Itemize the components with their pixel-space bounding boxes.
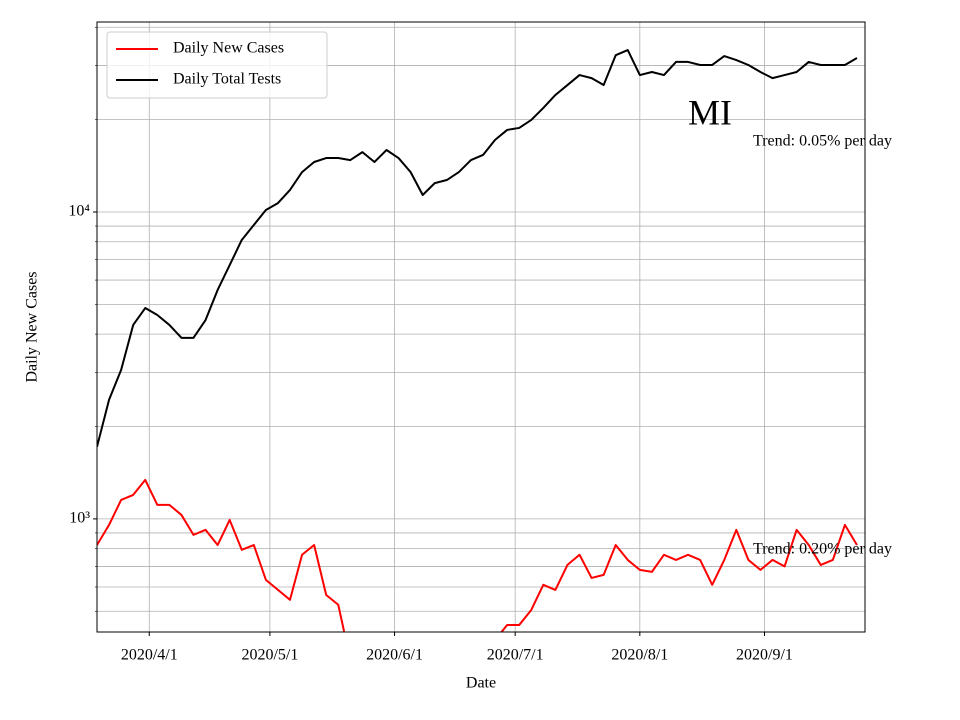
state-label: MI: [688, 92, 732, 132]
plot-frame: [96, 21, 866, 633]
x-axis-label: Date: [466, 675, 496, 692]
trend-annotation: Trend: 0.20% per day: [753, 541, 892, 558]
series-line: [97, 49, 858, 448]
trend-annotation: Trend: 0.05% per day: [753, 133, 892, 150]
grid: [97, 22, 865, 632]
x-tick-label: 2020/6/1: [366, 647, 423, 664]
x-tick-label: 2020/9/1: [736, 647, 793, 664]
series-line: [97, 478, 858, 632]
x-tick-label: 2020/4/1: [121, 647, 178, 664]
x-tick-label: 2020/8/1: [611, 647, 668, 664]
legend-label: Daily Total Tests: [173, 71, 281, 88]
x-tick-label: 2020/5/1: [241, 647, 298, 664]
y-tick-label: 10³: [69, 510, 90, 527]
legend-label: Daily New Cases: [173, 40, 284, 57]
plot-lines: [97, 49, 858, 632]
x-tick-label: 2020/7/1: [487, 647, 544, 664]
y-tick-label: 10⁴: [68, 203, 90, 220]
legend: Daily New Cases Daily Total Tests: [106, 31, 328, 99]
legend-box: [106, 31, 328, 99]
y-axis-label: Daily New Cases: [24, 271, 41, 382]
